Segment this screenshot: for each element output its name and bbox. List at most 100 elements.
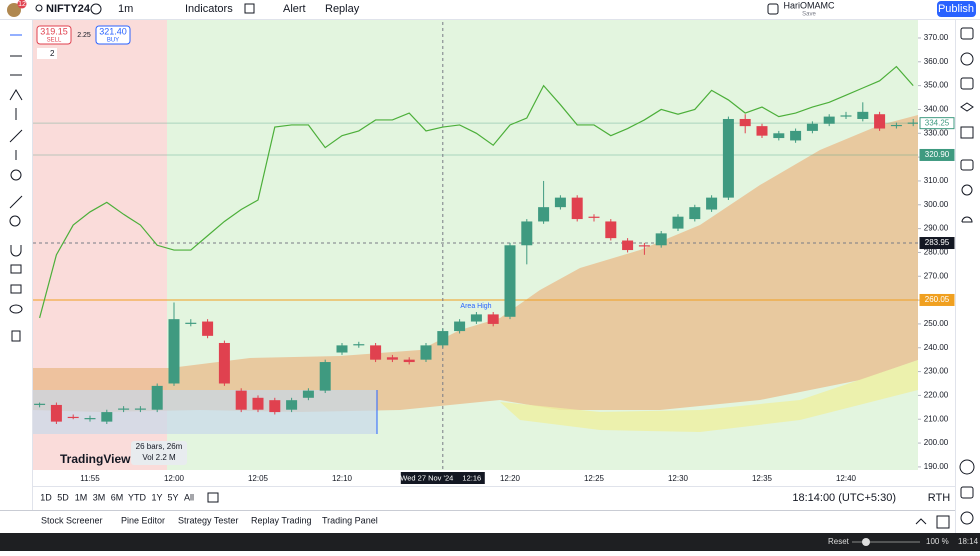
- candle-body: [370, 345, 382, 360]
- calendar-icon[interactable]: [960, 126, 974, 139]
- layouts-icon[interactable]: [244, 3, 255, 14]
- candle-body: [638, 245, 650, 247]
- x-tick-label: 12:10: [332, 474, 353, 483]
- publish-button[interactable]: [937, 1, 976, 17]
- candle-body: [269, 400, 281, 413]
- magnet-tool[interactable]: [10, 245, 22, 257]
- os-bar: [0, 533, 980, 551]
- tool-icons: [9, 34, 23, 342]
- range-button[interactable]: 1Y: [151, 492, 162, 502]
- speed-icon[interactable]: [959, 459, 975, 475]
- emoji-tool[interactable]: [10, 169, 22, 181]
- y-tick-label: 310.00: [924, 176, 949, 185]
- candle-body: [286, 400, 298, 410]
- y-tick-label: 270.00: [924, 271, 949, 280]
- alert[interactable]: Alert: [283, 3, 306, 15]
- candle-body: [689, 207, 701, 220]
- y-tick-label: 220.00: [924, 391, 949, 400]
- layout-icon[interactable]: [767, 3, 779, 15]
- zoom-thumb[interactable]: [862, 538, 870, 546]
- spread: 2.25: [77, 32, 91, 39]
- lock-draw-tool[interactable]: [10, 264, 22, 274]
- panel-tab[interactable]: Pine Editor: [121, 515, 165, 525]
- zoom-tool[interactable]: [9, 215, 21, 227]
- add-icon[interactable]: [90, 3, 102, 15]
- candle-body: [168, 319, 180, 384]
- data-icon[interactable]: [960, 77, 974, 90]
- panel-icon[interactable]: [960, 486, 974, 499]
- lock-tool[interactable]: [10, 284, 22, 294]
- candle-body: [218, 342, 230, 384]
- range-button[interactable]: 6M: [111, 492, 124, 502]
- candle-body: [252, 397, 264, 410]
- buy-button[interactable]: [95, 25, 131, 45]
- symbol[interactable]: NIFTY24: [46, 3, 91, 15]
- range-button[interactable]: 3M: [93, 492, 106, 502]
- candle-body: [336, 345, 348, 353]
- candle-body: [907, 122, 919, 124]
- right-sidebar: [955, 20, 980, 533]
- candle-body: [235, 390, 247, 410]
- buy-price[interactable]: 321.40: [99, 26, 127, 36]
- save[interactable]: Save: [802, 12, 816, 18]
- session[interactable]: RTH: [928, 492, 950, 504]
- maximize-icon[interactable]: [936, 515, 950, 529]
- level-tag: [919, 237, 955, 250]
- buy[interactable]: BUY: [107, 38, 119, 44]
- count[interactable]: 2: [50, 49, 55, 58]
- panel-tab[interactable]: Stock Screener: [41, 515, 103, 525]
- reset[interactable]: Reset: [828, 537, 850, 546]
- ruler-tool[interactable]: [9, 195, 23, 209]
- y-tick-label: 360.00: [924, 57, 949, 66]
- level-label: 260.05: [925, 295, 950, 304]
- candle-body: [151, 385, 163, 410]
- layers-icon[interactable]: [960, 102, 974, 112]
- candle-body: [504, 245, 516, 317]
- crosshair-time: 12:16: [462, 473, 481, 482]
- alerts-icon[interactable]: [960, 52, 974, 66]
- panel-tab[interactable]: Replay Trading: [251, 515, 312, 525]
- chat-icon[interactable]: [960, 159, 974, 171]
- candle-body: [588, 216, 600, 218]
- sell-price[interactable]: 319.15: [40, 26, 68, 36]
- candle-body: [487, 314, 499, 324]
- brush-tool[interactable]: [9, 129, 23, 143]
- os-time: 18:14: [958, 537, 979, 546]
- avatar[interactable]: [7, 3, 21, 17]
- range-button[interactable]: 5Y: [167, 492, 178, 502]
- range-button[interactable]: All: [184, 492, 194, 502]
- layout-name[interactable]: HariOMAMC: [784, 0, 835, 10]
- goto-date[interactable]: [207, 492, 219, 503]
- range-button[interactable]: 5D: [57, 492, 69, 502]
- ideas-icon[interactable]: [961, 184, 973, 196]
- help-icon[interactable]: [960, 511, 974, 525]
- delete-tool[interactable]: [11, 330, 21, 342]
- visibility-tool[interactable]: [9, 304, 23, 314]
- candle-body: [403, 359, 415, 363]
- band-lower: [500, 360, 918, 432]
- pattern-tool[interactable]: [9, 89, 23, 101]
- replay[interactable]: Replay: [325, 3, 360, 15]
- candle-body: [790, 130, 802, 141]
- candle-body: [571, 197, 583, 220]
- candle-body: [739, 118, 751, 127]
- publish[interactable]: Publish: [938, 3, 974, 15]
- panel-tab[interactable]: Trading Panel: [322, 515, 378, 525]
- interval[interactable]: 1m: [118, 3, 133, 15]
- sell-button[interactable]: [36, 25, 72, 45]
- watchlist-icon[interactable]: [960, 27, 974, 40]
- candle-body: [874, 114, 886, 129]
- range-button[interactable]: YTD: [128, 492, 147, 502]
- indicators[interactable]: Indicators: [185, 3, 233, 15]
- notifications-icon[interactable]: [961, 216, 973, 223]
- collapse-icon[interactable]: [915, 518, 927, 525]
- candle-body: [202, 321, 214, 336]
- candle-body: [840, 115, 852, 117]
- candle-body: [67, 416, 79, 419]
- range-button[interactable]: 1M: [75, 492, 88, 502]
- range-button[interactable]: 1D: [40, 492, 52, 502]
- candle-body: [84, 418, 96, 420]
- panel-tab[interactable]: Strategy Tester: [178, 515, 238, 525]
- sell[interactable]: SELL: [47, 38, 62, 44]
- candle-body: [857, 111, 869, 119]
